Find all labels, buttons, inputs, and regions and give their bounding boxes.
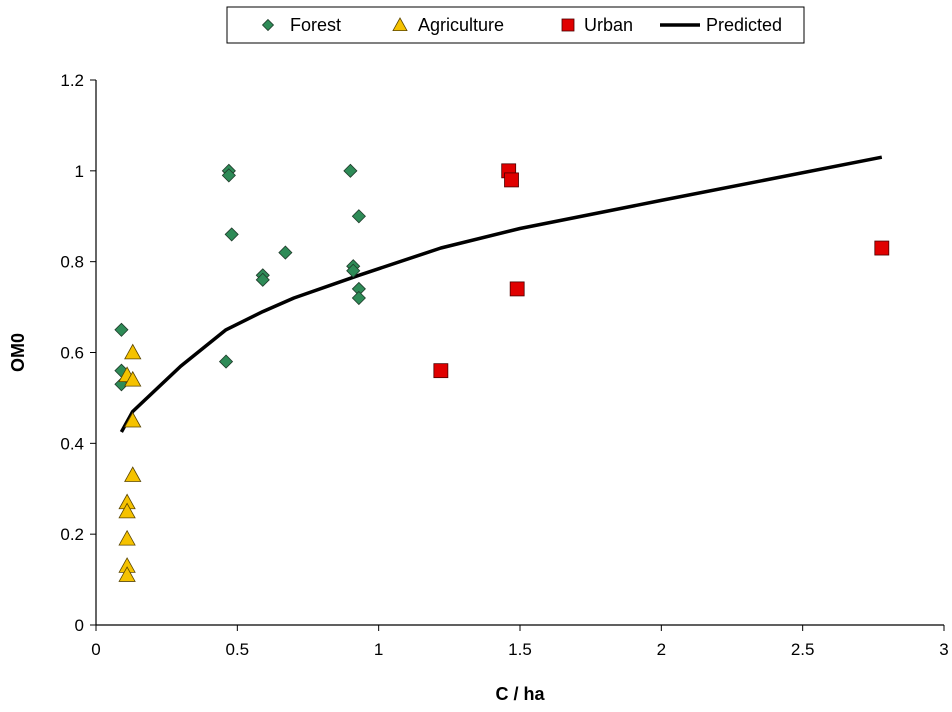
x-tick-label: 3 xyxy=(939,640,948,659)
agriculture-point xyxy=(124,466,142,482)
marker-layer xyxy=(114,163,890,582)
x-tick-label: 1 xyxy=(374,640,383,659)
y-tick-label: 0.2 xyxy=(60,525,84,544)
x-tick-label: 0.5 xyxy=(226,640,250,659)
y-axis-title: OM0 xyxy=(8,333,28,372)
legend-forest-label: Forest xyxy=(290,15,341,35)
y-tick-label: 1 xyxy=(75,162,84,181)
y-tick-label: 0 xyxy=(75,616,84,635)
y-tick-label: 0.8 xyxy=(60,253,84,272)
legend-urban-label: Urban xyxy=(584,15,633,35)
legend-box xyxy=(226,6,805,44)
forest-point xyxy=(224,227,239,242)
forest-point xyxy=(278,245,293,260)
forest-point xyxy=(114,322,129,337)
forest-point xyxy=(346,263,361,278)
forest-point xyxy=(255,272,270,287)
predicted-line-layer xyxy=(119,155,883,433)
urban-point xyxy=(504,172,519,188)
agriculture-point xyxy=(118,529,136,546)
legend-agriculture-label: Agriculture xyxy=(418,15,504,35)
forest-point xyxy=(351,209,366,224)
urban-point xyxy=(874,240,890,256)
y-tick-label: 0.6 xyxy=(60,344,84,363)
forest-point xyxy=(351,290,366,306)
y-tick-label: 0.4 xyxy=(60,434,84,453)
legend-agriculture-swatch xyxy=(392,17,408,32)
legend: Forest Agriculture Urban Predicted xyxy=(226,6,805,44)
x-tick-label: 2.5 xyxy=(791,640,815,659)
predicted-line xyxy=(119,155,883,433)
y-tick-label: 1.2 xyxy=(60,71,84,90)
legend-forest-swatch xyxy=(261,18,275,32)
agriculture-point xyxy=(124,411,142,428)
x-tick-label: 1.5 xyxy=(508,640,532,659)
forest-point xyxy=(218,354,234,369)
agriculture-point xyxy=(118,502,136,519)
x-tick-label: 0 xyxy=(91,640,100,659)
forest-point xyxy=(343,163,358,178)
agriculture-point xyxy=(124,370,142,387)
agriculture-point xyxy=(118,566,136,582)
axes: 0 0.2 0.4 0.6 0.8 1 1.2 0 0.5 1 1.5 2 2.5 3 xyxy=(60,71,948,659)
urban-point xyxy=(433,363,449,379)
agriculture-point xyxy=(124,343,142,360)
urban-point xyxy=(509,281,525,297)
legend-urban-swatch xyxy=(561,18,575,32)
x-tick-label: 2 xyxy=(657,640,666,659)
legend-predicted-label: Predicted xyxy=(706,15,782,35)
x-axis-title: C / ha xyxy=(495,684,545,704)
forest-point xyxy=(221,168,236,183)
